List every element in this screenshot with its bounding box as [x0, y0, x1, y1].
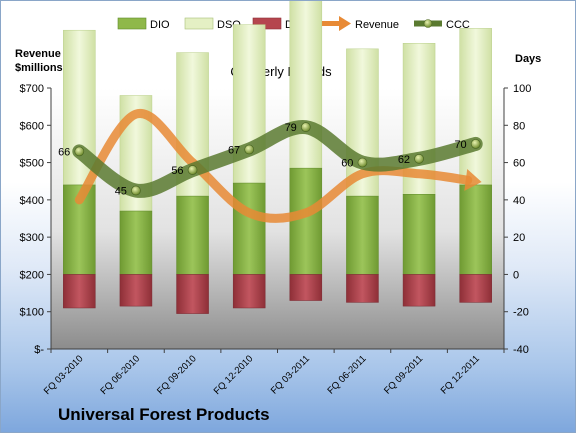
- ccc-point-5: [357, 157, 368, 168]
- bar-dio-7: [459, 184, 492, 275]
- left-axis-title-line1: Revenue: [15, 48, 61, 60]
- bar-dpo-2: [176, 274, 209, 314]
- left-tick-label-0: $-: [34, 344, 44, 356]
- right-tick-label-1: -20: [513, 307, 529, 319]
- x-tick-label-4: FQ 03-2011: [269, 353, 312, 396]
- data-label-layer: 66 45 56 67 79 60 62 70: [58, 122, 467, 197]
- bar-dpo-1: [119, 274, 153, 307]
- revenue-arrowhead: [464, 169, 482, 191]
- bar-dio-6: [402, 194, 436, 275]
- bar-dio-4: [289, 167, 323, 275]
- left-tick-label-2: $200: [20, 269, 44, 281]
- bar-dpo-6: [402, 274, 436, 307]
- right-tick-label-4: 40: [513, 195, 525, 207]
- x-tick-label-0: FQ 03-2010: [42, 353, 86, 397]
- legend-swatch-dpo: [252, 17, 282, 30]
- right-tick-label-2: 0: [513, 269, 519, 281]
- x-tick-label-1: FQ 06-2010: [98, 353, 142, 397]
- ccc-data-label-3: 67: [228, 145, 240, 157]
- ccc-point-7: [470, 139, 481, 149]
- ccc-point-4: [300, 122, 311, 133]
- bar-dso-4: [289, 1, 323, 169]
- legend-item-revenue: Revenue: [319, 16, 399, 31]
- line-layer: [72, 109, 483, 223]
- right-tick-label-5: 60: [513, 158, 525, 170]
- ccc-point-2: [187, 165, 198, 175]
- ccc-point-0: [74, 146, 85, 157]
- x-tick-label-2: FQ 09-2010: [155, 353, 199, 397]
- ccc-data-label-5: 60: [341, 158, 353, 170]
- x-tick-label-6: FQ 09-2011: [382, 353, 425, 396]
- x-tick-label-3: FQ 12-2010: [212, 353, 256, 397]
- bar-dpo-3: [232, 274, 266, 309]
- bar-dpo-4: [289, 274, 323, 301]
- right-tick-label-3: 20: [513, 232, 525, 244]
- bar-dso-7: [459, 28, 492, 186]
- legend-marker-ccc: [423, 19, 433, 28]
- revenue-line: [74, 109, 473, 223]
- ccc-data-label-7: 70: [454, 139, 466, 151]
- right-tick-label-0: -40: [513, 344, 529, 356]
- x-tick-label-5: FQ 06-2011: [325, 353, 368, 396]
- left-tick-label-5: $500: [20, 158, 44, 170]
- bar-dpo-5: [346, 274, 379, 303]
- bar-dio-1: [119, 210, 153, 275]
- x-tick-label-7: FQ 12-2011: [439, 353, 482, 396]
- legend: DIO DSO DPO Revenue CCC: [117, 16, 470, 31]
- legend-item-dio: DIO: [117, 17, 170, 31]
- ccc-point-6: [414, 153, 424, 164]
- legend-item-ccc: CCC: [414, 19, 470, 31]
- left-tick-label-3: $300: [20, 232, 44, 244]
- bar-dio-2: [176, 195, 209, 275]
- bar-dio-3: [232, 182, 266, 275]
- legend-item-dso: DSO: [184, 17, 241, 31]
- bar-dpo-7: [459, 274, 492, 303]
- ccc-point-1: [131, 185, 141, 196]
- legend-label-dio: DIO: [150, 19, 170, 31]
- company-name: Universal Forest Products: [58, 405, 270, 424]
- bar-dpo-0: [63, 274, 96, 309]
- bar-dio-5: [346, 195, 379, 275]
- legend-swatch-dio: [117, 17, 147, 30]
- left-tick-label-7: $700: [20, 83, 44, 95]
- right-tick-label-6: 80: [513, 120, 525, 132]
- ccc-data-label-2: 56: [171, 165, 183, 177]
- legend-swatch-dso: [184, 17, 214, 30]
- ccc-data-label-4: 79: [285, 122, 297, 134]
- left-tick-label-6: $600: [20, 120, 44, 132]
- ccc-point-3: [244, 144, 255, 155]
- ccc-data-label-0: 66: [58, 146, 70, 158]
- left-tick-label-4: $400: [20, 195, 44, 207]
- legend-arrowhead-revenue: [339, 16, 351, 31]
- legend-label-ccc: CCC: [446, 19, 470, 31]
- legend-label-revenue: Revenue: [355, 19, 399, 31]
- right-tick-label-7: 100: [513, 83, 531, 95]
- left-axis-title-line2: $millions: [15, 62, 63, 74]
- left-tick-label-1: $100: [20, 307, 44, 319]
- right-axis-title: Days: [515, 53, 541, 65]
- ccc-data-label-1: 45: [115, 186, 127, 198]
- ccc-data-label-6: 62: [398, 154, 410, 166]
